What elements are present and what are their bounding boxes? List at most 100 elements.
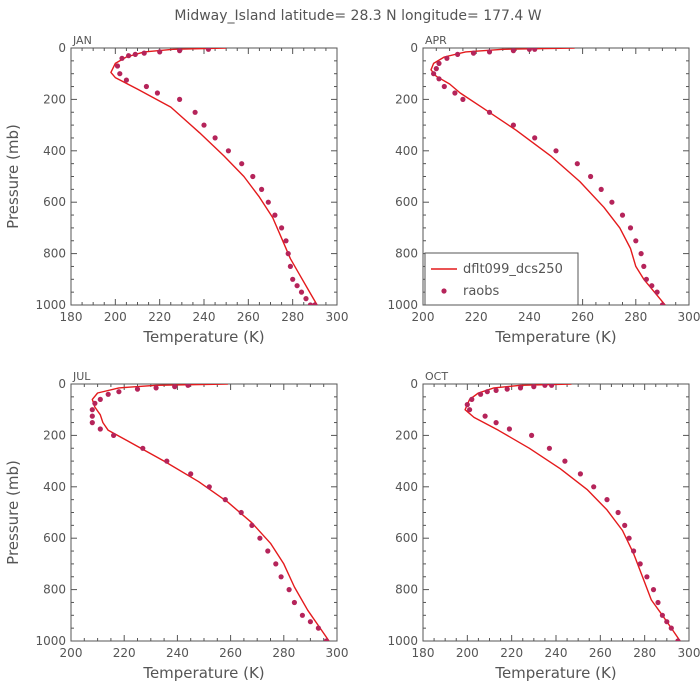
x-tick-label: 300 [678, 646, 700, 660]
raobs-point [250, 173, 256, 180]
raobs-point [201, 122, 207, 128]
y-tick-label: 800 [395, 583, 418, 597]
panels-group: 180 200 220 240 260 280 300 0 200 400 600 800 1000 Te… [4, 34, 700, 682]
raobs-point [92, 400, 98, 406]
y-tick-label: 400 [43, 480, 66, 494]
x-tick-label: 200 [60, 646, 83, 660]
raobs-point [637, 561, 643, 567]
x-tick-label: 240 [545, 646, 568, 660]
x-axis-label: Temperature (K) [494, 664, 616, 682]
plot-data [89, 384, 330, 641]
raobs-point [141, 50, 147, 56]
raobs-point [633, 238, 639, 244]
x-tick-label: 220 [500, 646, 523, 660]
raobs-point [212, 135, 218, 141]
raobs-point [265, 548, 271, 554]
plot-data [464, 384, 681, 641]
raobs-point [517, 385, 524, 391]
x-tick-label: 280 [272, 646, 295, 660]
panel-label: OCT [425, 370, 448, 383]
raobs-point [562, 458, 568, 464]
raobs-point [298, 289, 305, 295]
raobs-point [493, 420, 499, 426]
raobs-point [117, 71, 123, 77]
raobs-point [654, 289, 660, 295]
raobs-point [259, 186, 265, 192]
raobs-point [664, 619, 670, 625]
panel-jan: 180 200 220 240 260 280 300 0 200 400 600 800 1000 Te… [4, 34, 348, 346]
x-tick-label: 300 [326, 646, 349, 660]
raobs-point [526, 48, 532, 52]
raobs-point [486, 109, 493, 115]
raobs-point [504, 386, 510, 392]
y-tick-label: 800 [43, 583, 66, 597]
raobs-point [265, 199, 271, 205]
y-tick-label: 600 [395, 531, 418, 545]
raobs-point [238, 509, 244, 516]
raobs-point [655, 599, 661, 606]
raobs-point [294, 283, 300, 289]
raobs-point [546, 445, 553, 451]
raobs-point [157, 49, 163, 55]
raobs-point [641, 263, 647, 269]
x-tick-label: 220 [113, 646, 136, 660]
raobs-point [441, 83, 447, 90]
y-tick-label: 0 [410, 41, 418, 55]
x-axis-label: Temperature (K) [142, 328, 264, 346]
raobs-point [307, 619, 313, 625]
panel-label: JAN [72, 34, 92, 47]
raobs-point [140, 445, 146, 451]
raobs-point [627, 225, 634, 231]
panel-jul: 200 220 240 260 280 300 0 200 400 600 800 1000 Tempe… [4, 370, 348, 682]
raobs-point [126, 53, 132, 59]
y-tick-label: 800 [395, 247, 418, 261]
raobs-point [510, 48, 516, 54]
raobs-point [622, 522, 628, 529]
raobs-point [185, 384, 191, 388]
y-tick-label: 200 [43, 92, 66, 106]
raobs-point [287, 263, 293, 269]
plot-data [110, 48, 318, 305]
figure-title: Midway_Island latitude= 28.3 N longitude… [174, 8, 541, 24]
raobs-point [510, 122, 516, 128]
raobs-point [588, 173, 594, 180]
raobs-point [644, 574, 650, 580]
raobs-point [486, 49, 493, 55]
legend-box [424, 252, 579, 306]
raobs-point [286, 587, 292, 593]
raobs-point [279, 225, 285, 231]
raobs-point [97, 426, 103, 432]
y-tick-label: 400 [395, 480, 418, 494]
model-profile-line [110, 48, 318, 305]
raobs-point [529, 432, 535, 438]
x-tick-label: 260 [589, 646, 612, 660]
legend-point-swatch [441, 288, 447, 294]
x-tick-label: 220 [148, 310, 171, 324]
raobs-point [470, 50, 477, 56]
y-tick-label: 1000 [387, 634, 418, 648]
x-tick-label: 220 [465, 310, 488, 324]
plot-frame [422, 383, 690, 642]
raobs-point [531, 384, 537, 390]
raobs-point [609, 199, 615, 205]
raobs-point [154, 90, 160, 96]
raobs-point [177, 48, 183, 54]
x-axis-label: Temperature (K) [494, 328, 616, 346]
raobs-point [478, 391, 484, 397]
raobs-point [574, 161, 580, 167]
raobs-point [291, 599, 297, 606]
y-tick-label: 600 [395, 195, 418, 209]
x-tick-label: 280 [624, 310, 647, 324]
raobs-point [542, 384, 548, 388]
raobs-point [123, 77, 129, 83]
y-tick-label: 0 [58, 377, 66, 391]
y-tick-label: 1000 [35, 298, 66, 312]
raobs-point [272, 212, 278, 218]
y-tick-label: 200 [43, 428, 66, 442]
raobs-point [89, 420, 95, 426]
raobs-point [493, 387, 499, 393]
raobs-point [111, 432, 117, 438]
x-tick-label: 180 [412, 646, 435, 660]
